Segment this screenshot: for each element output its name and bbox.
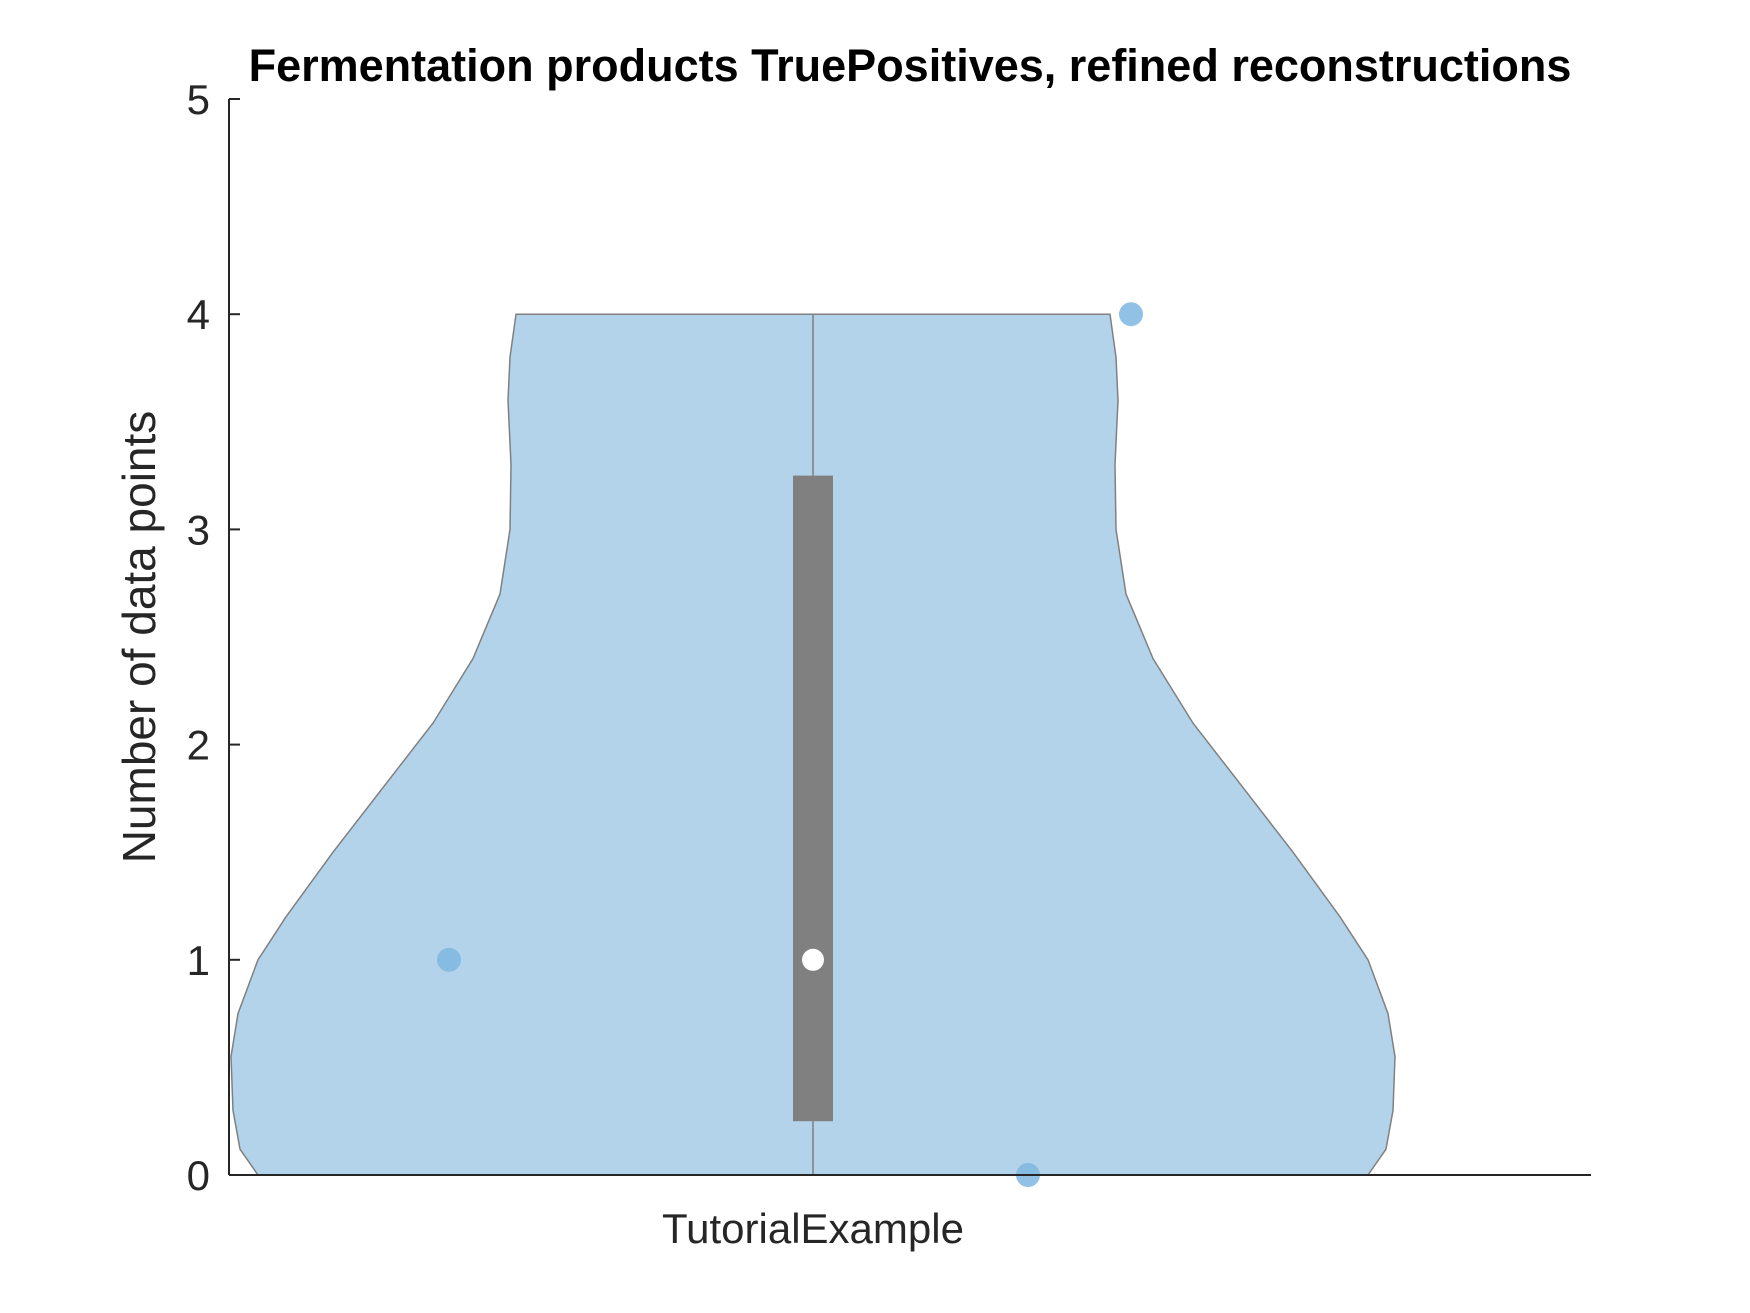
y-tick-label: 2: [187, 722, 210, 769]
y-tick-label: 1: [187, 937, 210, 984]
median-marker: [802, 948, 824, 971]
iqr-box: [793, 475, 833, 1122]
y-tick-label: 5: [187, 76, 210, 123]
plot-area: [230, 302, 1396, 1187]
y-tick-label: 0: [187, 1152, 210, 1199]
x-tick-label: TutorialExample: [662, 1205, 964, 1252]
data-point: [437, 947, 461, 972]
chart-title: Fermentation products TruePositives, ref…: [249, 40, 1572, 91]
y-axis-label: Number of data points: [113, 411, 165, 864]
y-axis-ticks: 0 1 2 3 4 5: [187, 76, 240, 1199]
data-point: [1119, 302, 1143, 327]
y-tick-label: 3: [187, 506, 210, 553]
y-tick-label: 4: [187, 291, 210, 338]
